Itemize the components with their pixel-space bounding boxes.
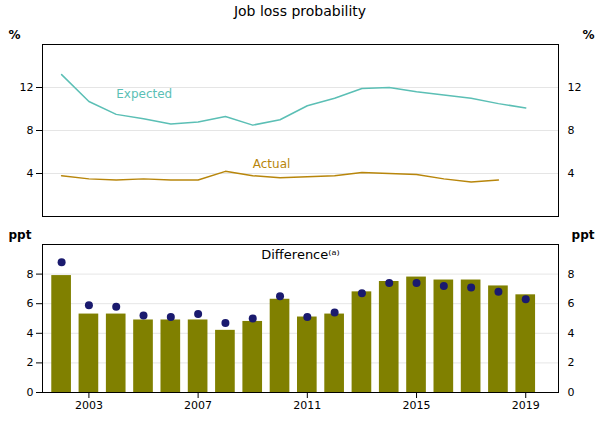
svg-text:8: 8	[27, 124, 34, 137]
svg-text:6: 6	[568, 297, 575, 310]
svg-text:4: 4	[568, 167, 575, 180]
svg-text:Actual: Actual	[253, 157, 291, 171]
svg-text:12: 12	[568, 81, 582, 94]
svg-text:Difference⁽ᵃ⁾: Difference⁽ᵃ⁾	[261, 247, 340, 262]
svg-text:2003: 2003	[75, 399, 103, 412]
svg-text:8: 8	[568, 124, 575, 137]
svg-text:2007: 2007	[184, 399, 212, 412]
svg-text:2: 2	[27, 356, 34, 369]
svg-text:12: 12	[20, 81, 34, 94]
svg-text:Expected: Expected	[116, 87, 172, 101]
svg-text:%: %	[9, 28, 21, 42]
html-text:Job loss probability: Job loss probability	[233, 3, 367, 19]
svg-text:4: 4	[27, 327, 34, 340]
svg-text:2019: 2019	[512, 399, 540, 412]
svg-text:2: 2	[568, 356, 575, 369]
svg-text:ppt: ppt	[572, 228, 595, 242]
svg-text:2015: 2015	[403, 399, 431, 412]
svg-text:2011: 2011	[293, 399, 321, 412]
svg-text:4: 4	[27, 167, 34, 180]
svg-text:0: 0	[568, 386, 575, 399]
svg-text:%: %	[582, 28, 594, 42]
svg-text:ppt: ppt	[9, 228, 32, 242]
svg-text:8: 8	[27, 268, 34, 281]
svg-text:8: 8	[568, 268, 575, 281]
svg-text:0: 0	[27, 386, 34, 399]
svg-text:4: 4	[568, 327, 575, 340]
svg-text:6: 6	[27, 297, 34, 310]
